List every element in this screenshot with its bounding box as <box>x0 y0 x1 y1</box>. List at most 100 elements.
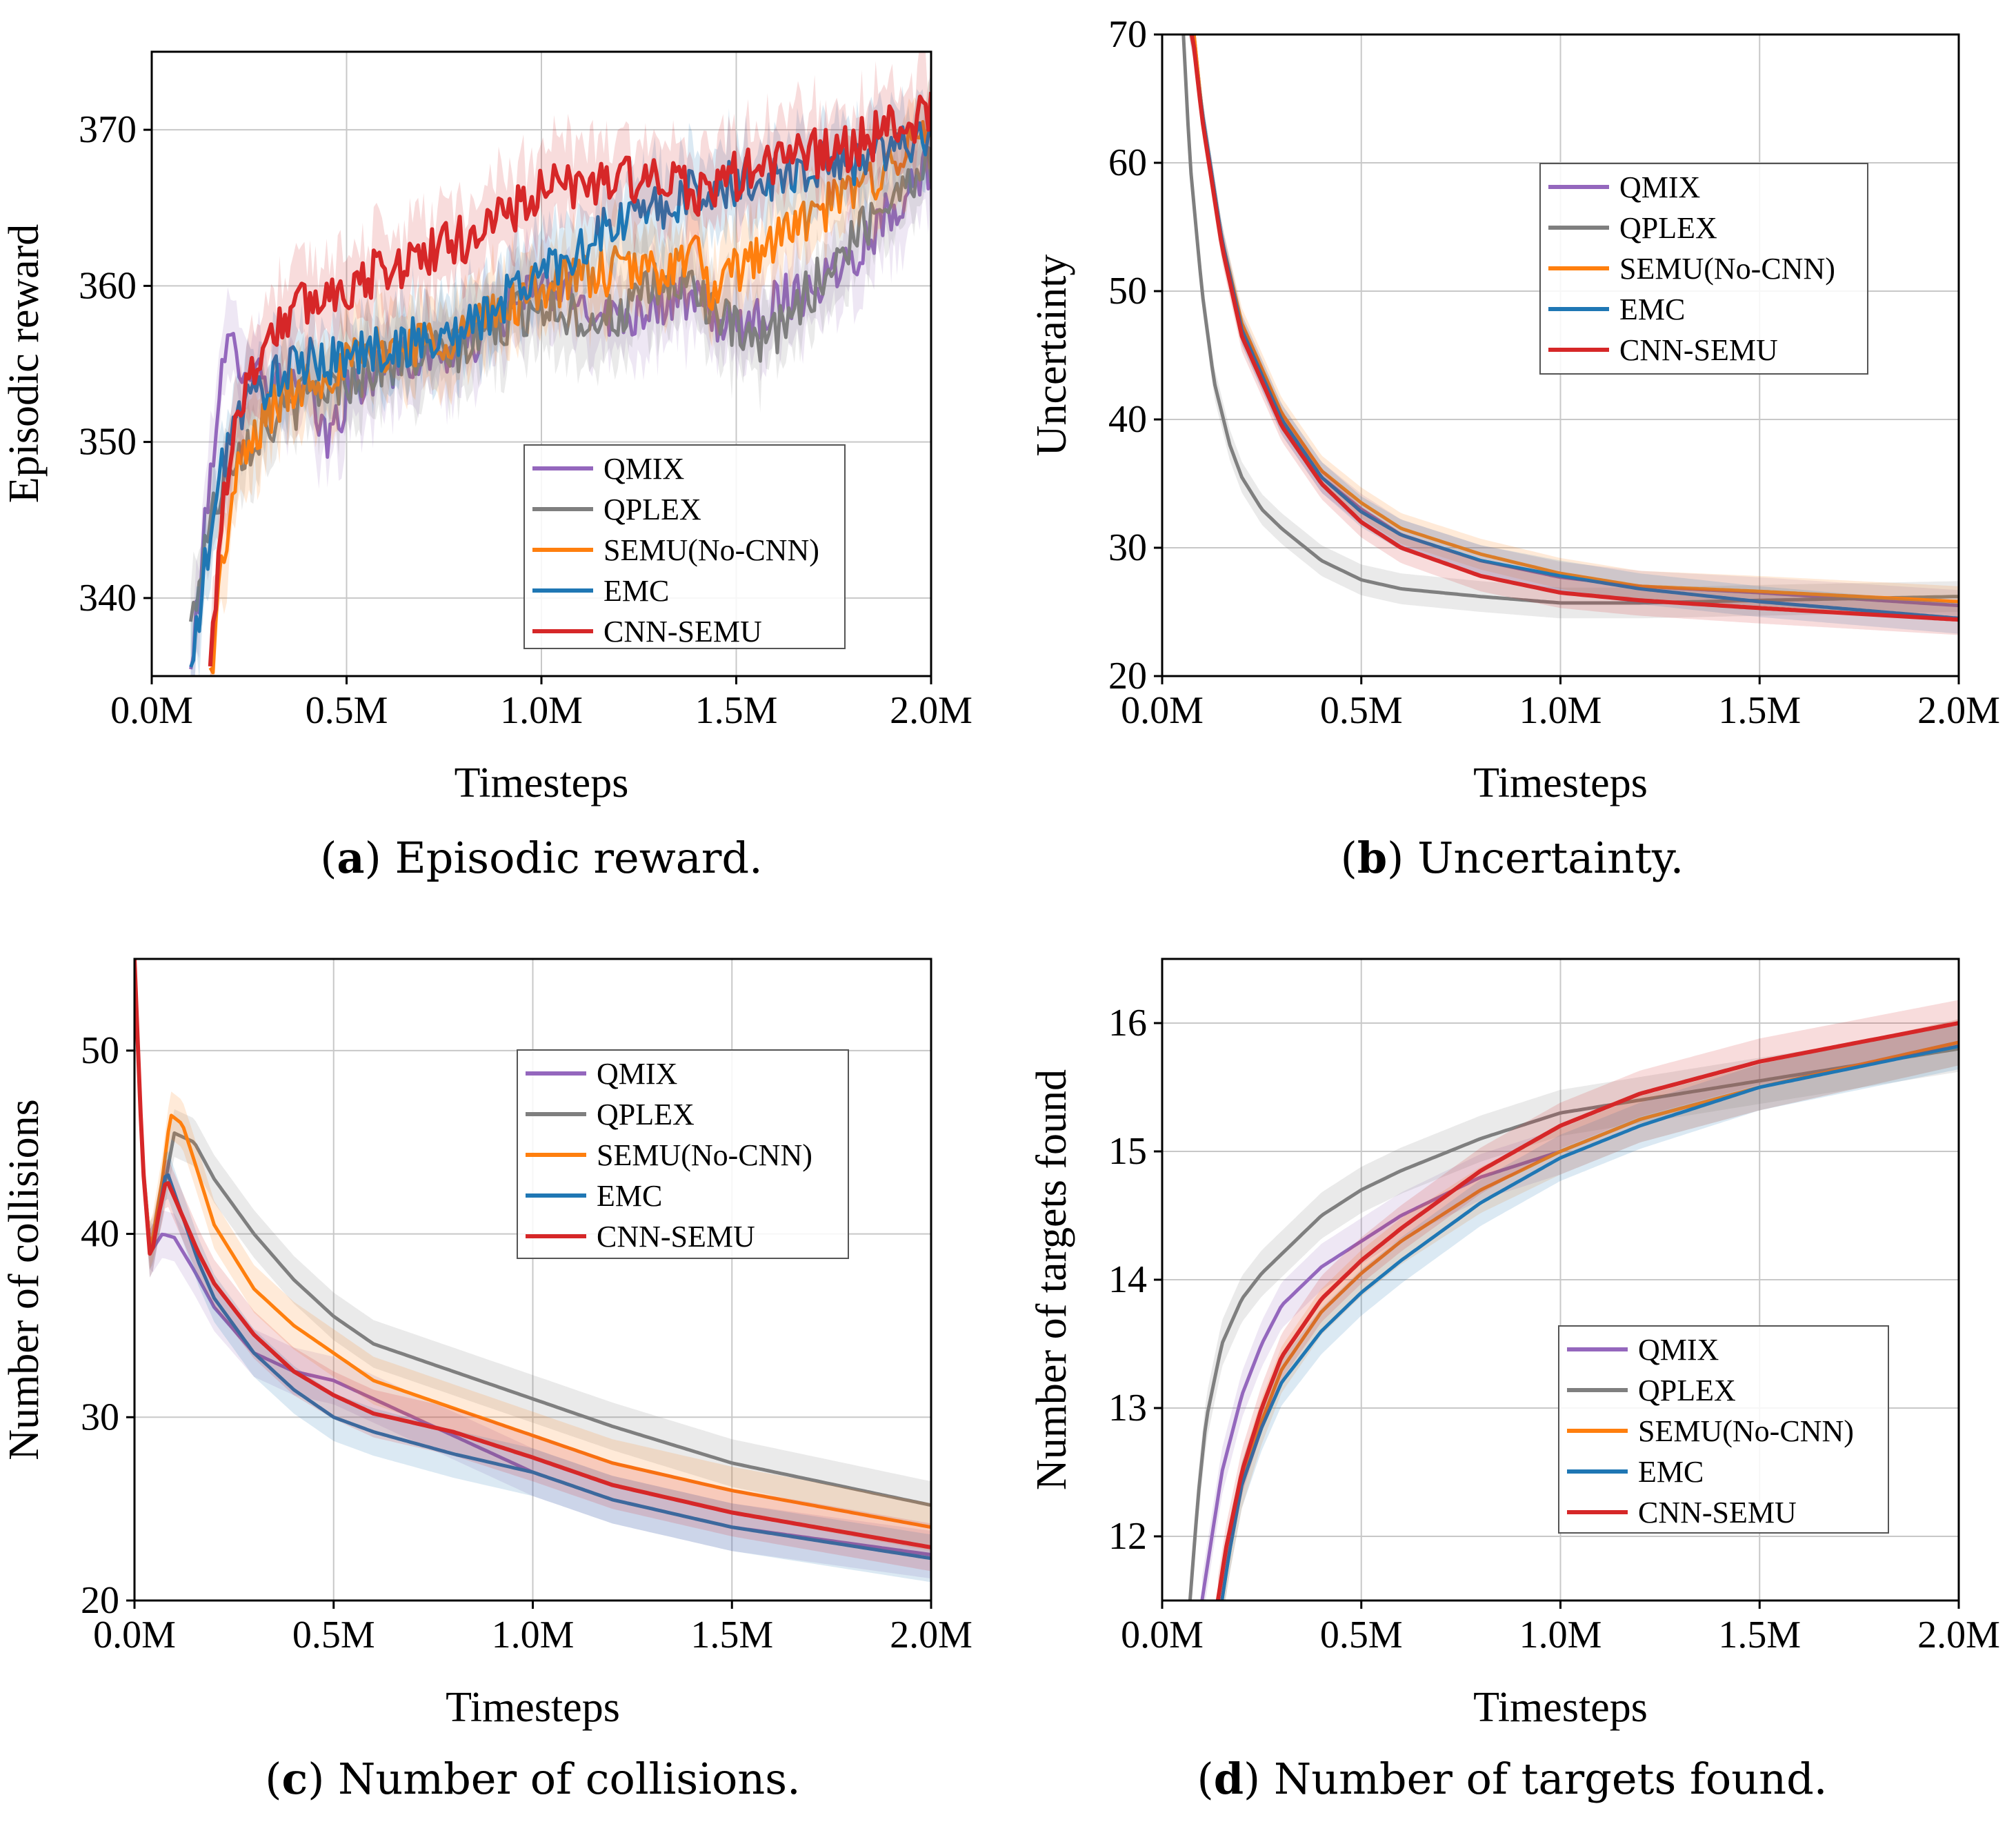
y-tick-label: 40 <box>1108 398 1147 441</box>
series-line-EMC <box>134 959 931 1560</box>
y-tick-label: 16 <box>1108 1002 1147 1044</box>
x-tick-label: 0.5M <box>292 1614 375 1656</box>
band-CNN-SEMU <box>210 52 931 676</box>
caption-letter: a <box>337 833 364 883</box>
band-EMC <box>134 959 931 1583</box>
x-tick-label: 0.5M <box>1320 689 1403 732</box>
x-tick-label: 0.0M <box>1121 1614 1204 1656</box>
legend-label: SEMU(No-CNN) <box>597 1138 812 1172</box>
caption-paren-close: ) <box>365 833 395 883</box>
y-tick-label: 13 <box>1108 1387 1147 1429</box>
legend-label: QPLEX <box>603 493 701 526</box>
series-line-CNN-SEMU <box>134 959 931 1549</box>
legend: QMIX QPLEX SEMU(No-CNN) EMC CNN-SEMU <box>1539 163 1868 375</box>
series-line-SEMU(No-CNN) <box>134 959 931 1529</box>
series-line-CNN-SEMU <box>208 92 931 667</box>
panel-d: 0.0M 0.5M 1.0M 1.5M 2.0M 12 13 14 15 16 Timesteps N… <box>1028 958 2000 1804</box>
y-tick-label: 350 <box>79 421 137 464</box>
x-tick-label: 2.0M <box>1917 689 2000 732</box>
legend-label: EMC <box>597 1179 662 1213</box>
x-tick-label: 1.5M <box>695 689 778 732</box>
legend-label: SEMU(No-CNN) <box>1619 252 1835 286</box>
band-QMIX <box>134 959 931 1579</box>
caption-paren-open: ( <box>265 1754 281 1804</box>
plot-area <box>1188 1000 1959 1601</box>
y-tick-label: 370 <box>79 108 137 151</box>
y-tick-label: 15 <box>1108 1130 1147 1173</box>
x-tick-label: 2.0M <box>1917 1614 2000 1656</box>
panel-c: 0.0M 0.5M 1.0M 1.5M 2.0M 20 30 40 50 Timesteps Num… <box>1 958 972 1804</box>
x-tick-label: 0.0M <box>93 1614 176 1656</box>
series-line-QPLEX <box>1181 34 1959 605</box>
caption-paren-close: ) <box>308 1754 338 1804</box>
caption-letter: b <box>1357 833 1387 883</box>
x-tick-label: 0.0M <box>110 689 193 732</box>
caption-paren-close: ) <box>1244 1754 1274 1804</box>
legend-label: CNN-SEMU <box>1638 1496 1797 1529</box>
legend-label: QPLEX <box>1638 1374 1736 1407</box>
caption-text: Uncertainty. <box>1417 833 1684 883</box>
legend-label: EMC <box>1638 1455 1704 1489</box>
y-tick-label: 40 <box>81 1213 119 1256</box>
series-line-EMC <box>1220 1044 1959 1601</box>
series-line-EMC <box>189 121 931 668</box>
band-SEMU(No-CNN) <box>134 959 931 1552</box>
x-tick-label: 1.5M <box>1718 689 1801 732</box>
x-tick-label: 0.5M <box>1320 1614 1403 1656</box>
band-EMC <box>190 74 931 676</box>
y-tick-label: 50 <box>81 1029 119 1072</box>
y-axis-label: Uncertainty <box>1028 255 1075 457</box>
plot-area <box>189 52 931 676</box>
x-tick-label: 1.5M <box>1718 1614 1801 1656</box>
x-axis-label: Timesteps <box>1473 760 1648 806</box>
y-axis-label: Number of targets found <box>1028 1069 1075 1490</box>
band-SEMU(No-CNN) <box>1221 1019 1959 1601</box>
x-tick-label: 0.0M <box>1121 689 1204 732</box>
legend-label: QMIX <box>603 452 684 486</box>
x-axis-label: Timesteps <box>446 1684 620 1731</box>
legend-label: QMIX <box>597 1057 677 1091</box>
panel-caption: (c) Number of collisions. <box>265 1754 801 1804</box>
y-tick-label: 30 <box>1108 526 1147 569</box>
caption-text: Number of targets found. <box>1274 1754 1828 1804</box>
y-tick-label: 30 <box>81 1396 119 1438</box>
x-axis-label: Timesteps <box>455 760 629 806</box>
caption-text: Episodic reward. <box>395 833 763 883</box>
legend-label: CNN-SEMU <box>597 1220 755 1254</box>
x-tick-label: 1.0M <box>500 689 583 732</box>
y-tick-label: 70 <box>1108 13 1147 56</box>
x-tick-label: 2.0M <box>890 689 972 732</box>
caption-text: Number of collisions. <box>338 1754 801 1804</box>
band-EMC <box>1221 1023 1959 1601</box>
x-tick-label: 1.0M <box>1519 1614 1602 1656</box>
legend-label: CNN-SEMU <box>603 615 762 648</box>
x-tick-label: 0.5M <box>306 689 388 732</box>
legend-label: EMC <box>603 574 669 608</box>
y-axis-label: Number of collisions <box>1 1099 48 1460</box>
band-QPLEX <box>1190 1025 1959 1601</box>
series-line-SEMU(No-CNN) <box>1192 34 1959 604</box>
x-axis-label: Timesteps <box>1473 1684 1648 1731</box>
panel-caption: (d) Number of targets found. <box>1197 1754 1827 1804</box>
y-tick-label: 20 <box>1108 655 1147 697</box>
band-QPLEX <box>134 959 931 1529</box>
legend-label: EMC <box>1619 293 1685 326</box>
panel-caption: (a) Episodic reward. <box>320 833 763 883</box>
caption-paren-close: ) <box>1387 833 1417 883</box>
y-tick-label: 14 <box>1108 1258 1147 1301</box>
series-line-EMC <box>1190 34 1959 620</box>
caption-paren-open: ( <box>320 833 337 883</box>
caption-paren-open: ( <box>1341 833 1357 883</box>
caption-paren-open: ( <box>1197 1754 1213 1804</box>
legend-label: QMIX <box>1638 1333 1719 1367</box>
series-line-CNN-SEMU <box>1189 34 1959 622</box>
y-tick-label: 60 <box>1108 141 1147 184</box>
y-axis-label: Episodic reward <box>1 224 48 504</box>
legend: QMIX QPLEX SEMU(No-CNN) EMC CNN-SEMU <box>523 444 846 649</box>
series-line-QPLEX <box>1188 1047 1959 1601</box>
x-tick-label: 1.5M <box>690 1614 773 1656</box>
band-CNN-SEMU <box>134 959 931 1572</box>
caption-letter: c <box>281 1754 308 1804</box>
legend: QMIX QPLEX SEMU(No-CNN) EMC CNN-SEMU <box>517 1049 849 1259</box>
